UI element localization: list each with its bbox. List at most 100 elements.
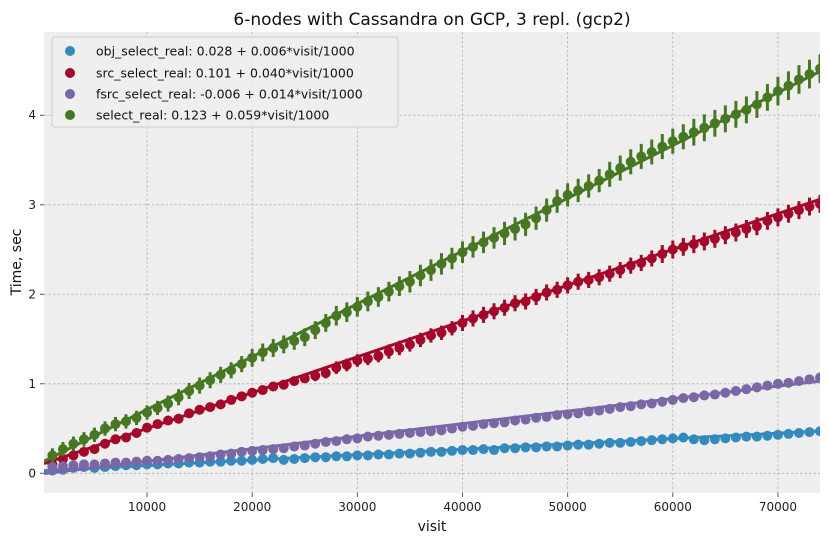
data-point [268,453,279,464]
data-point [110,457,121,468]
data-point [636,151,647,162]
data-point [625,260,636,271]
data-point [415,447,426,458]
data-point [667,433,678,444]
data-point [173,392,184,403]
data-point [163,415,174,426]
data-point [226,394,237,405]
data-point [446,323,457,334]
data-point [699,122,710,133]
data-point [404,339,415,350]
data-point [331,310,342,321]
data-point [793,74,804,85]
data-point [741,384,752,395]
data-point [804,427,815,438]
data-point [625,156,636,167]
y-tick-label: 3 [28,198,36,212]
legend-label: obj_select_real: 0.028 + 0.006*visit/100… [96,44,355,59]
data-point [636,436,647,447]
data-point [99,423,110,434]
data-point [394,342,405,353]
data-point [310,452,321,463]
data-point [720,113,731,124]
data-point [793,428,804,439]
data-point [226,455,237,466]
data-point [278,339,289,350]
data-point [751,431,762,442]
data-point [583,274,594,285]
data-point [341,359,352,370]
data-point [804,374,815,385]
data-point [184,453,195,464]
data-point [152,402,163,413]
data-point [352,433,363,444]
data-point [531,412,542,423]
data-point [152,455,163,466]
data-point [709,233,720,244]
data-point [320,368,331,379]
data-point [289,441,300,452]
x-tick-label: 60000 [654,500,692,514]
data-point [657,434,668,445]
data-point [699,390,710,401]
data-point [709,389,720,400]
data-point [352,355,363,366]
data-point [615,265,626,276]
data-point [257,385,268,396]
data-point [78,434,89,445]
data-point [468,445,479,456]
x-tick-label: 40000 [443,500,481,514]
data-point [278,379,289,390]
data-point [573,439,584,450]
data-point [142,455,153,466]
data-point [425,330,436,341]
data-point [205,451,216,462]
data-point [352,450,363,461]
data-point [594,405,605,416]
data-point [247,454,258,465]
data-point [394,281,405,292]
legend-entry: obj_select_real: 0.028 + 0.006*visit/100… [65,44,355,59]
data-point [289,376,300,387]
data-point [457,421,468,432]
data-point [709,434,720,445]
data-point [730,227,741,238]
chart-title: 6-nodes with Cassandra on GCP, 3 repl. (… [233,10,630,30]
data-point [404,276,415,287]
data-point [762,215,773,226]
data-point [520,219,531,230]
data-point [730,432,741,443]
data-point [110,434,121,445]
data-point [657,248,668,259]
data-point [404,428,415,439]
data-point [68,460,79,471]
data-point [489,418,500,429]
legend-marker [65,110,75,120]
data-point [468,313,479,324]
data-point [247,445,258,456]
data-point [468,241,479,252]
data-point [667,244,678,255]
data-point [751,221,762,232]
data-point [215,369,226,380]
data-point [425,446,436,457]
data-point [552,441,563,452]
data-point [415,270,426,281]
y-axis: 0 1 2 3 4 [28,108,44,480]
data-point [121,432,132,443]
data-point [383,429,394,440]
data-point [152,419,163,430]
data-point [531,291,542,302]
data-point [636,257,647,268]
data-point [594,438,605,449]
legend-label: src_select_real: 0.101 + 0.040*visit/100… [96,66,354,81]
data-point [446,423,457,434]
data-point [562,409,573,420]
data-point [268,342,279,353]
data-point [815,372,820,383]
data-point [383,346,394,357]
data-point [615,437,626,448]
data-point [783,428,794,439]
data-point [320,452,331,463]
